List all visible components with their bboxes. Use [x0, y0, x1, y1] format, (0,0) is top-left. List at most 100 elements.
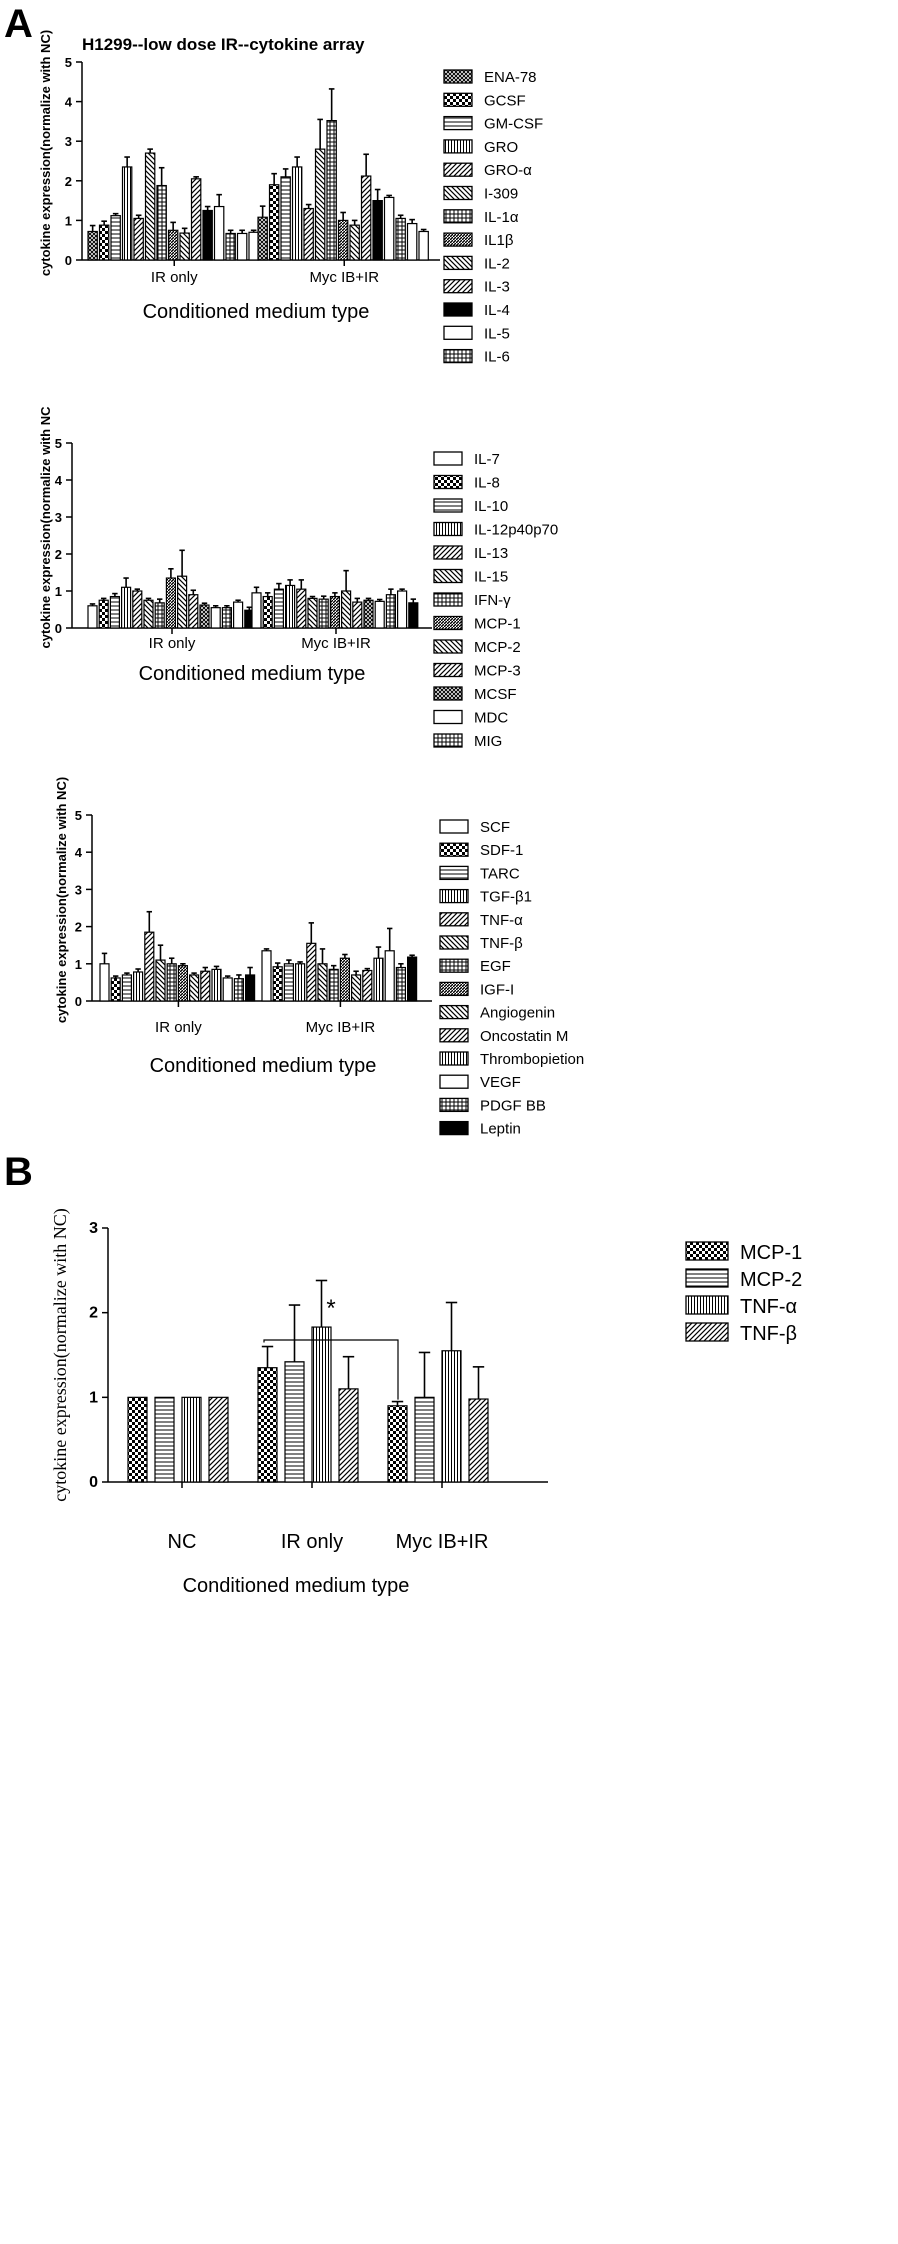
y-axis-label: cytokine expression(normalize with NC) [50, 1208, 71, 1501]
significance-bracket [263, 1339, 399, 1400]
x-axis-label: Conditioned medium type [150, 1055, 377, 1077]
legend-swatch [439, 1028, 469, 1043]
bar-TNF-β [155, 959, 166, 1002]
bar-extra [233, 601, 244, 629]
y-tick-label: 2 [75, 920, 82, 935]
y-tick-label: 0 [89, 1474, 98, 1491]
bar-MCP-2 [284, 1361, 305, 1483]
legend-swatch [439, 981, 469, 997]
bar-GCSF [268, 184, 280, 261]
legend-swatch [443, 185, 473, 201]
bar-Angiogenin [351, 974, 362, 1002]
legend-label: MCP-2 [474, 639, 521, 656]
bar-EGF [328, 968, 339, 1002]
x-axis-label: Conditioned medium type [139, 663, 366, 685]
legend-label: MIG [474, 733, 502, 750]
bar-IL-5 [383, 196, 395, 261]
legend-swatch [685, 1322, 729, 1342]
bar-IL-10 [273, 588, 284, 629]
legend-label: IL-7 [474, 451, 500, 468]
legend-label: PDGF BB [480, 1097, 546, 1114]
bar-IGF-I [177, 965, 188, 1002]
bar-IL1β [167, 229, 179, 261]
bar-IL-8 [98, 599, 109, 629]
y-tick-label: 1 [75, 957, 82, 972]
legend-label: IL-10 [474, 498, 508, 515]
legend-label: MCP-2 [740, 1269, 802, 1291]
legend-label: Thrombopietion [480, 1051, 584, 1068]
bar-EGF [166, 963, 177, 1002]
legend-label: TNF-α [740, 1296, 797, 1318]
x-tick-label: IR only [151, 269, 198, 286]
legend-swatch [443, 139, 473, 154]
bar-IL-3 [190, 178, 202, 261]
legend-swatch [433, 474, 463, 490]
legend-swatch [443, 348, 473, 364]
bar-SDF-1 [272, 966, 283, 1002]
legend-label: ENA-78 [484, 69, 537, 86]
legend-label: GRO [484, 139, 518, 156]
legend: SCF SDF-1 TARC TGF-β1 TNF-α TNF-β EGF IGF-I Angi… [439, 819, 584, 1138]
bar-MCP-3 [188, 594, 199, 629]
y-tick-label: 5 [55, 436, 62, 451]
legend-label: IL-3 [484, 279, 510, 296]
bar-IL-7 [251, 592, 262, 629]
legend-label: TNF-α [480, 912, 523, 929]
legend-swatch [439, 819, 469, 834]
bar-Thrombopietion [373, 957, 384, 1002]
bar-MCP-1 [387, 1405, 408, 1483]
y-tick-label: 4 [65, 95, 73, 110]
y-tick-label: 0 [75, 994, 82, 1009]
bar-IL-15 [143, 599, 154, 629]
legend-swatch [443, 255, 473, 271]
legend-label: Oncostatin M [480, 1028, 568, 1045]
bar-IL-1α [156, 184, 167, 261]
y-tick-label: 2 [65, 174, 72, 189]
bar-TNF-α [144, 931, 155, 1002]
legend-label: I-309 [484, 186, 518, 203]
legend-label: IL-6 [484, 349, 510, 366]
legend-label: GM-CSF [484, 116, 543, 133]
bar-IL-2 [179, 232, 190, 261]
bar-Oncostatin M [362, 969, 373, 1002]
bar-MCP-3 [352, 601, 363, 629]
chart-title: H1299--low dose IR--cytokine array [82, 35, 365, 54]
bar-extra [406, 222, 418, 261]
bar-MDC [210, 607, 221, 629]
y-tick-label: 3 [89, 1220, 98, 1237]
bar-MCP-2 [414, 1396, 435, 1483]
x-tick-label: Myc IB+IR [396, 1531, 489, 1553]
y-tick-label: 0 [55, 621, 62, 636]
legend-label: TNF-β [740, 1323, 797, 1345]
bar-TGF-β1 [295, 963, 306, 1002]
legend-label: IL-12p40p70 [474, 522, 558, 539]
bar-TARC [283, 963, 294, 1002]
legend-label: IL-5 [484, 325, 510, 342]
legend-swatch [433, 639, 463, 654]
bar-IL-8 [262, 595, 273, 629]
legend-label: SDF-1 [480, 842, 523, 859]
legend-label: MCP-3 [474, 663, 521, 680]
bar-extra [236, 232, 248, 261]
legend-swatch [443, 115, 473, 131]
legend-label: GRO-α [484, 162, 532, 179]
bar-IFN-γ [318, 598, 329, 629]
y-tick-label: 3 [75, 882, 82, 897]
bar-MCSF [363, 599, 374, 629]
chart-a1: H1299--low dose IR--cytokine array 0 1 2 3 4 5… [38, 30, 543, 366]
x-tick-label: Myc IB+IR [301, 635, 371, 652]
y-tick-label: 3 [55, 510, 62, 525]
legend-swatch [443, 302, 473, 317]
bar-GRO [291, 166, 303, 261]
bar-IL-7 [87, 605, 98, 629]
panel-label-a: A [4, 2, 33, 46]
legend-swatch [433, 686, 463, 701]
bar-TNF-α [311, 1326, 332, 1483]
legend-swatch [433, 451, 463, 466]
bar-ENA-78 [257, 216, 268, 261]
bar-MCP-2 [177, 575, 188, 629]
bar-IL-13 [132, 590, 143, 629]
bar-MCP-1 [257, 1367, 278, 1483]
x-tick-label: Myc IB+IR [309, 269, 379, 286]
bar-MDC [374, 600, 385, 629]
